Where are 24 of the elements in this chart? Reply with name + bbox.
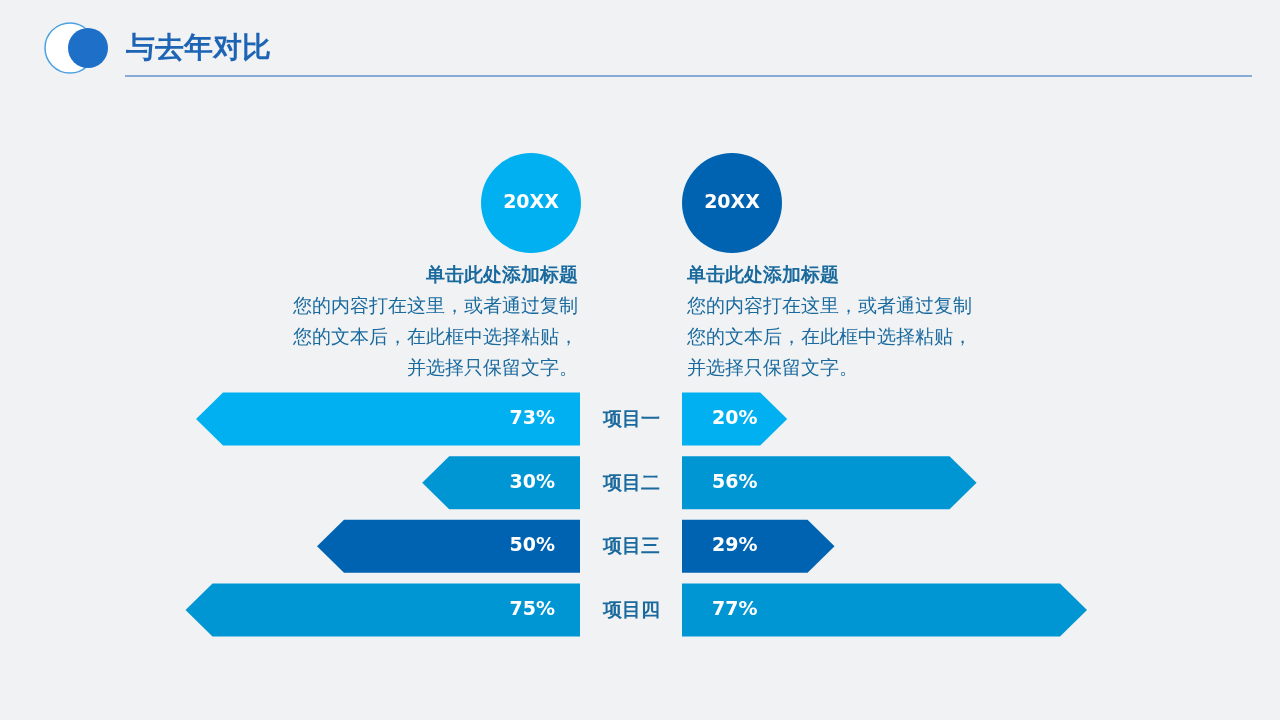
text: 您的内容打在这里，或者通过复制您的文本后，在此框中选择粘贴，并选择只保留文字。: [293, 293, 578, 380]
data-label: 77%: [712, 597, 758, 619]
data-label: 29%: [712, 533, 758, 556]
y-tick-label: 项目一: [601, 406, 661, 431]
bar: [682, 583, 1087, 637]
data-label: 50%: [509, 533, 555, 556]
data-label: 20%: [712, 406, 758, 428]
bar: [682, 456, 977, 510]
chart-title: 20XX: [502, 190, 560, 212]
y-tick-label: 项目四: [601, 597, 661, 622]
text: 您的内容打在这里，或者通过复制您的文本后，在此框中选择粘贴，并选择只保留文字。: [687, 293, 972, 380]
text: 与去年对比: [126, 29, 271, 66]
data-label: 30%: [509, 469, 555, 492]
bar: [196, 392, 580, 446]
chart-subtitle: 单击此处添加标题: [687, 262, 839, 287]
bar: [317, 519, 580, 573]
data-label: 56%: [712, 469, 758, 492]
bar: [185, 583, 580, 637]
y-tick-label: 项目二: [601, 469, 661, 495]
chart-subtitle: 单击此处添加标题: [426, 262, 578, 287]
data-label: 73%: [509, 406, 555, 428]
chart-title: 20XX: [703, 190, 761, 212]
data-label: 75%: [509, 597, 555, 619]
y-tick-label: 项目三: [601, 533, 661, 559]
